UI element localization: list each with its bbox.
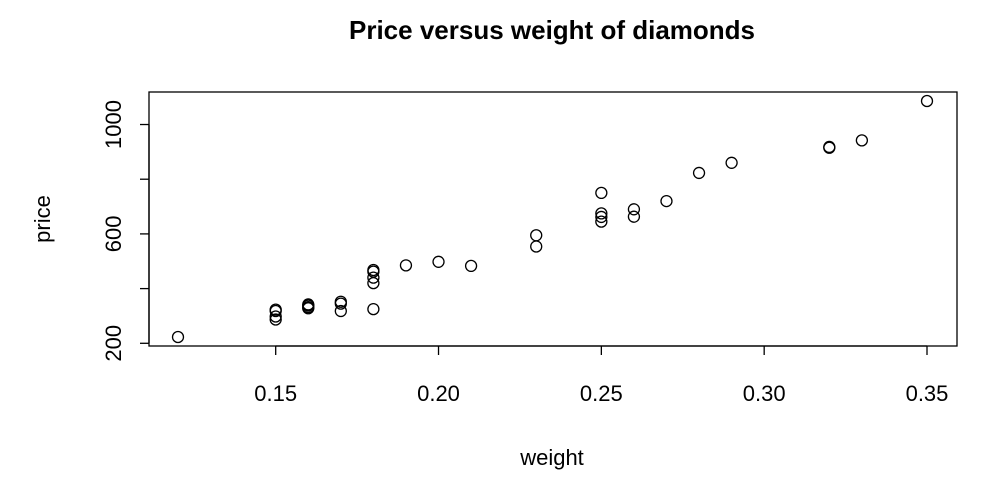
x-axis-label: weight	[519, 445, 584, 470]
data-point	[725, 156, 738, 169]
x-tick-label: 0.15	[254, 381, 297, 406]
data-point	[823, 140, 836, 154]
data-point	[399, 259, 413, 272]
x-tick-label: 0.20	[417, 381, 460, 406]
data-point	[464, 259, 478, 273]
chart-title: Price versus weight of diamonds	[349, 15, 755, 45]
data-point	[367, 263, 380, 277]
data-point	[334, 304, 347, 318]
data-point	[530, 240, 543, 253]
data-point	[367, 271, 380, 284]
x-tick-label: 0.25	[580, 381, 623, 406]
y-axis-label: price	[30, 195, 55, 243]
data-point	[302, 298, 315, 311]
data-point	[660, 194, 673, 208]
data-point	[269, 313, 282, 326]
data-point	[171, 330, 185, 344]
data-point	[855, 134, 869, 147]
data-points	[171, 94, 934, 344]
data-point	[595, 207, 608, 220]
y-axis: 200 600 1000	[101, 100, 150, 362]
data-point	[367, 302, 380, 316]
data-point	[432, 255, 445, 268]
data-point	[334, 295, 347, 308]
x-axis: 0.15 0.20 0.25 0.30 0.35	[254, 345, 949, 406]
data-point	[269, 310, 282, 323]
data-point	[595, 210, 608, 224]
x-tick-label: 0.30	[743, 381, 786, 406]
data-point	[269, 303, 282, 316]
data-point	[692, 166, 706, 180]
data-point	[595, 186, 608, 200]
data-point	[530, 229, 543, 242]
data-point	[595, 215, 608, 228]
y-tick-label: 600	[101, 216, 126, 253]
data-point	[627, 210, 641, 223]
y-tick-label: 1000	[101, 100, 126, 149]
data-point	[627, 203, 641, 216]
y-tick-label: 200	[101, 325, 126, 362]
data-point	[920, 94, 934, 108]
x-tick-label: 0.35	[906, 381, 949, 406]
